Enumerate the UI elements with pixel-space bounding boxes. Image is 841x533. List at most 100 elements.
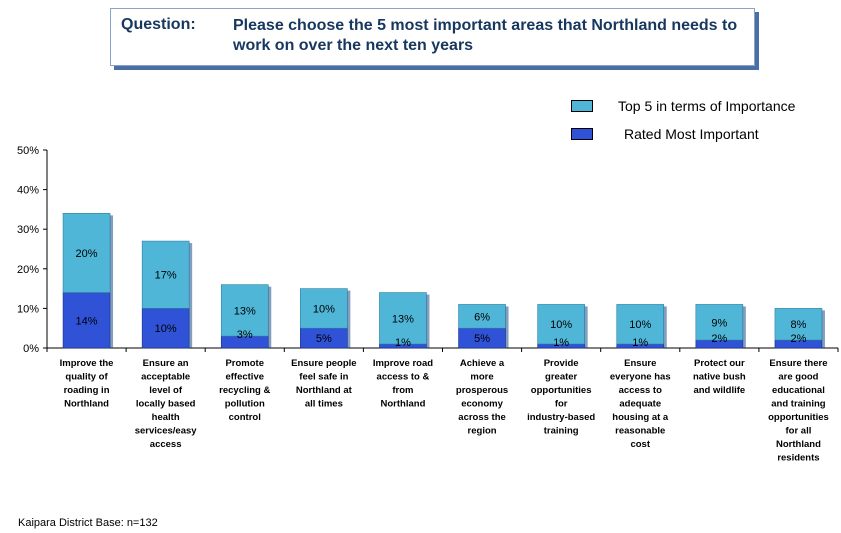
bar-top5 (695, 304, 744, 341)
bar-top5 (616, 304, 665, 345)
data-label-top5: 10% (550, 319, 572, 331)
question-box: Question: Please choose the 5 most impor… (110, 8, 755, 66)
category-label: from (392, 385, 413, 396)
bar-shadow (584, 306, 588, 348)
bar-top5 (379, 292, 427, 345)
y-tick-label: 10% (17, 303, 39, 315)
y-tick-label: 0% (23, 343, 39, 355)
data-label-most-important: 2% (790, 333, 806, 345)
category-label: Improve road (373, 358, 433, 369)
y-tick-label: 40% (17, 185, 39, 197)
data-label-top5: 13% (392, 313, 414, 325)
category-label: training (544, 426, 579, 437)
category-label: adequate (619, 399, 661, 410)
category-label: industry-based (527, 412, 595, 423)
category-label: across the (458, 412, 506, 423)
category-label: quality of (65, 372, 108, 383)
category-label: everyone has (610, 372, 671, 383)
data-label-top5: 10% (629, 319, 651, 331)
data-label-most-important: 5% (474, 333, 490, 345)
y-tick-label: 20% (17, 264, 39, 276)
bar-shadow (663, 306, 667, 348)
data-label-top5: 9% (711, 317, 727, 329)
category-label: all times (305, 399, 343, 410)
data-label-top5: 6% (474, 311, 490, 323)
data-label-most-important: 14% (76, 315, 98, 327)
category-label: roading in (64, 385, 110, 396)
bar-shadow (505, 306, 509, 348)
category-label: greater (545, 372, 578, 383)
data-label-top5: 17% (155, 270, 177, 282)
data-label-most-important: 2% (711, 333, 727, 345)
category-label: Promote (225, 358, 264, 369)
category-label: region (468, 426, 497, 437)
category-label: Northland at (296, 385, 353, 396)
bar-top5 (537, 304, 585, 345)
category-label: services/easy (135, 426, 198, 437)
category-label: cost (630, 439, 650, 450)
category-label: reasonable (615, 426, 665, 437)
legend-label-top5: Top 5 in terms of Importance (618, 98, 796, 114)
category-label: pollution (225, 399, 265, 410)
data-label-top5: 10% (313, 303, 335, 315)
bar-shadow (189, 243, 193, 348)
y-tick-label: 50% (17, 145, 39, 157)
bar-shadow (268, 286, 272, 348)
category-label: Northland (776, 439, 821, 450)
category-label: health (152, 412, 180, 423)
data-label-most-important: 1% (395, 337, 411, 349)
category-label: opportunities (531, 385, 592, 396)
category-label: access (150, 439, 182, 450)
question-label: Question: (121, 16, 196, 33)
category-label: Ensure people (291, 358, 356, 369)
data-label-top5: 20% (76, 248, 98, 260)
category-label: are good (778, 372, 818, 383)
bar-top5 (774, 308, 823, 341)
data-label-top5: 8% (790, 319, 806, 331)
category-label: Northland (64, 399, 109, 410)
bar-shadow (110, 215, 114, 348)
category-label: housing at a (612, 412, 669, 423)
data-label-top5: 13% (234, 305, 256, 317)
y-tick-label: 30% (17, 224, 39, 236)
category-label: Protect our (694, 358, 745, 369)
data-label-most-important: 10% (155, 323, 177, 335)
category-label: Northland (381, 399, 426, 410)
category-label: Improve the (60, 358, 114, 369)
bar-shadow (821, 310, 825, 348)
category-label: recycling & (219, 385, 270, 396)
category-label: locally based (136, 399, 196, 410)
bar-shadow (742, 306, 746, 348)
legend-swatch-top5 (571, 100, 593, 112)
category-label: residents (777, 453, 819, 464)
question-text: Please choose the 5 most important areas… (233, 17, 738, 54)
category-label: native bush (693, 372, 746, 383)
base-note: Kaipara District Base: n=132 (18, 517, 158, 529)
category-label: effective (225, 372, 264, 383)
category-label: economy (461, 399, 503, 410)
category-label: Achieve a (460, 358, 505, 369)
category-label: prosperous (456, 385, 508, 396)
category-label: Ensure there (769, 358, 827, 369)
category-label: access to (619, 385, 663, 396)
category-label: level of (149, 385, 183, 396)
bar-top5 (62, 213, 111, 293)
category-label: Ensure an (143, 358, 189, 369)
bar-top5 (141, 240, 190, 309)
category-label: opportunities (768, 412, 829, 423)
category-label: educational (772, 385, 825, 396)
category-label: and wildlife (693, 385, 745, 396)
category-label: access to & (377, 372, 430, 383)
data-label-most-important: 1% (553, 337, 569, 349)
category-label: Provide (544, 358, 579, 369)
category-label: for (555, 399, 568, 410)
data-label-most-important: 1% (632, 337, 648, 349)
legend-label-most-important: Rated Most Important (624, 126, 759, 142)
data-label-most-important: 3% (237, 329, 253, 341)
bar-shadow (347, 290, 351, 348)
category-label: for all (786, 426, 812, 437)
bar-most-important (62, 292, 111, 349)
category-label: control (229, 412, 261, 423)
category-label: more (470, 372, 493, 383)
bar-most-important (141, 308, 190, 349)
